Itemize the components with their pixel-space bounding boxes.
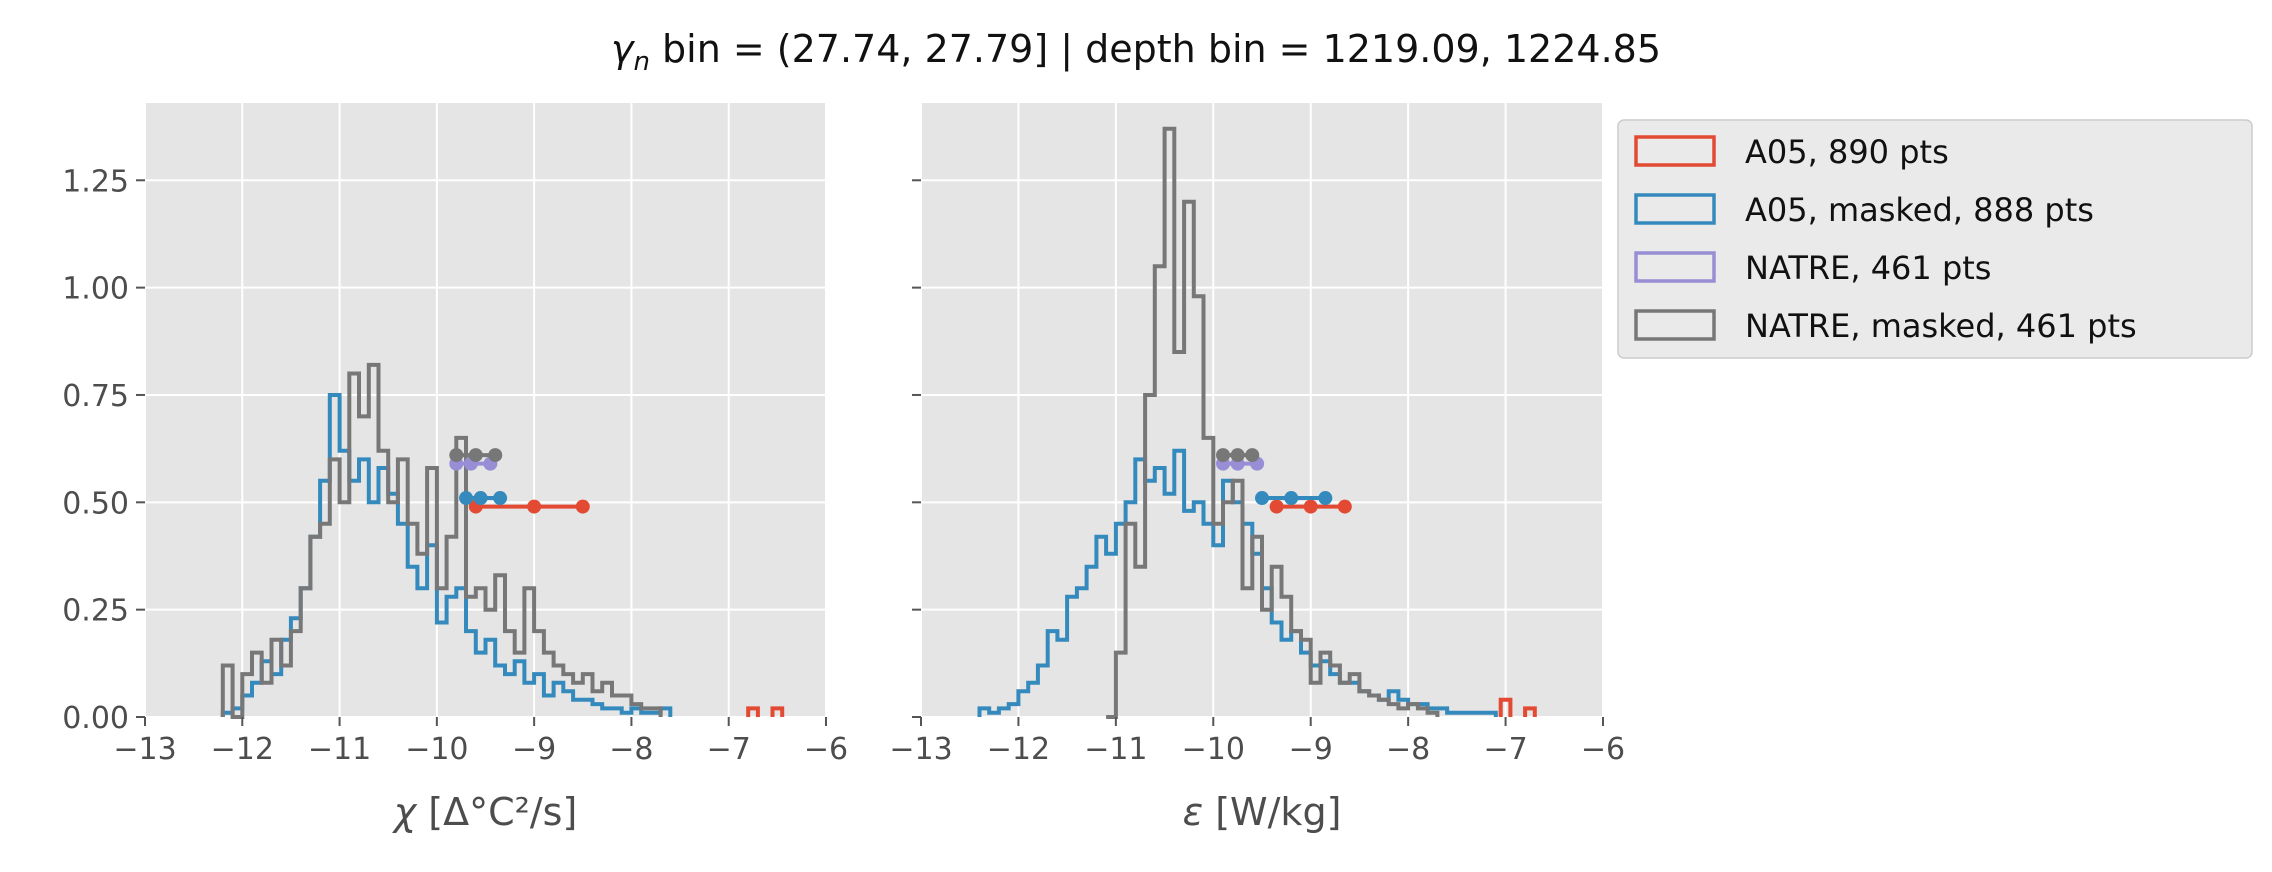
- range-marker-point: [493, 491, 508, 506]
- histogram-series: [977, 448, 1498, 717]
- x-tick-label: −6: [804, 732, 848, 767]
- legend-swatch: [1634, 309, 1716, 341]
- legend-swatch: [1634, 251, 1716, 283]
- x-tick-label: −11: [1084, 732, 1147, 767]
- range-marker-point: [1230, 448, 1245, 463]
- histogram-series: [1498, 697, 1537, 717]
- x-axis-label: ε [W/kg]: [1183, 790, 1342, 834]
- histogram-series: [220, 362, 663, 719]
- x-tick-label: −12: [211, 732, 274, 767]
- histogram-series: [746, 706, 785, 717]
- y-tick-label: 1.00: [62, 272, 129, 307]
- range-marker-point: [527, 499, 542, 514]
- legend-entry: A05, masked, 888 pts: [1634, 191, 2094, 229]
- legend-entry: NATRE, masked, 461 pts: [1634, 307, 2137, 345]
- x-tick-label: −13: [113, 732, 176, 767]
- legend-swatch: [1634, 193, 1716, 225]
- range-marker-point: [1303, 499, 1318, 514]
- range-marker-point: [1337, 499, 1352, 514]
- range-marker-point: [1318, 491, 1333, 506]
- range-marker-point: [575, 499, 590, 514]
- range-marker-point: [1245, 448, 1260, 463]
- legend: A05, 890 pts A05, masked, 888 pts NATRE,…: [1617, 119, 2253, 359]
- histogram-series: [1106, 126, 1440, 719]
- x-tick-label: −8: [1386, 732, 1430, 767]
- legend-label: NATRE, masked, 461 pts: [1745, 307, 2137, 345]
- y-tick-label: 0.75: [62, 379, 129, 414]
- range-marker-point: [459, 491, 474, 506]
- x-tick-label: −7: [1483, 732, 1527, 767]
- legend-frame: [1617, 119, 2253, 359]
- x-tick-label: −6: [1581, 732, 1625, 767]
- title-symbol: γ: [611, 27, 636, 71]
- x-tick-label: −10: [1182, 732, 1245, 767]
- range-marker-point: [1216, 448, 1231, 463]
- y-tick-label: 1.25: [62, 164, 129, 199]
- epsilon-histogram-panel: −13 −12 −11 −10 −9 −8 −7 −6 ε [W/kg]: [889, 103, 1625, 834]
- legend-entry: A05, 890 pts: [1634, 133, 1949, 171]
- plot-area: [145, 103, 826, 717]
- legend-label: A05, masked, 888 pts: [1745, 191, 2094, 229]
- range-marker-point: [1284, 491, 1299, 506]
- range-marker-point: [468, 448, 483, 463]
- title-subscript: n: [633, 47, 649, 77]
- y-tick-label: 0.50: [62, 486, 129, 521]
- legend-label: NATRE, 461 pts: [1745, 249, 1991, 287]
- figure-title: γn bin = (27.74, 27.79] | depth bin = 12…: [611, 27, 1661, 77]
- histogram-series: [220, 393, 673, 717]
- x-tick-label: −7: [707, 732, 751, 767]
- x-tick-label: −12: [987, 732, 1050, 767]
- range-marker-point: [488, 448, 503, 463]
- legend-label: A05, 890 pts: [1745, 133, 1949, 171]
- legend-swatch: [1634, 135, 1716, 167]
- x-tick-label: −11: [308, 732, 371, 767]
- x-tick-label: −10: [405, 732, 468, 767]
- x-tick-label: −9: [512, 732, 556, 767]
- range-marker-point: [449, 448, 464, 463]
- x-tick-label: −13: [889, 732, 952, 767]
- title-text: bin = (27.74, 27.79] | depth bin = 1219.…: [650, 27, 1661, 72]
- range-marker-point: [1255, 491, 1269, 506]
- x-tick-label: −8: [609, 732, 653, 767]
- chi-histogram-panel: −13 −12 −11 −10 −9 −8 −7 −6 0.00 0.25 0.50 0.75 1.00…: [62, 103, 848, 834]
- range-marker-point: [473, 491, 488, 506]
- legend-entry: NATRE, 461 pts: [1634, 249, 1991, 287]
- y-tick-label: 0.25: [62, 594, 129, 629]
- x-tick-label: −9: [1289, 732, 1333, 767]
- range-marker-point: [1269, 499, 1284, 514]
- y-tick-label: 0.00: [62, 701, 129, 736]
- plot-area: [921, 103, 1603, 717]
- x-axis-label: χ [Δ°C²/s]: [392, 790, 578, 834]
